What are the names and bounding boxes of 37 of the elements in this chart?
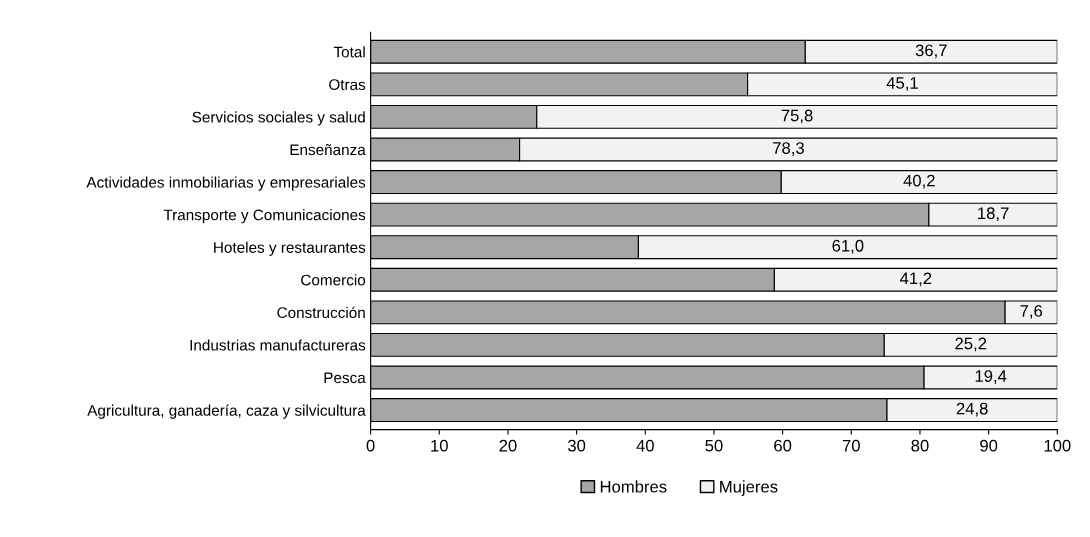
legend-label: Mujeres (720, 480, 778, 496)
data-label: 25,2 (955, 337, 987, 352)
x-tick-label: 50 (705, 439, 723, 452)
data-label: 41,2 (900, 272, 932, 287)
y-tick-label: Industrias manufactureras (190, 339, 366, 351)
y-tick-label: Comercio (301, 274, 366, 286)
y-tick-label: Actividades inmobiliarias y empresariales (86, 176, 366, 191)
data-label: 75,8 (781, 109, 813, 124)
y-tick-label: Agricultura, ganadería, caza y silvicultura (87, 404, 366, 419)
y-tick-label: Total (333, 46, 365, 58)
data-label: 36,7 (915, 44, 947, 59)
y-tick-label: Transporte y Comunicaciones (163, 209, 366, 224)
data-label: 18,7 (978, 207, 1009, 222)
data-label: 19,4 (975, 370, 1007, 384)
data-label: 78,3 (773, 142, 804, 156)
data-label: 24,8 (956, 402, 988, 417)
x-tick-label: 70 (842, 439, 860, 452)
x-tick-label: 60 (774, 439, 792, 452)
y-tick-label: Pesca (324, 372, 366, 384)
y-tick-label: Enseñanza (290, 144, 366, 156)
x-tick-label: 40 (636, 439, 654, 452)
data-label: 7,6 (1020, 305, 1043, 319)
x-tick-label: 90 (980, 439, 998, 452)
legend-label: Hombres (600, 480, 667, 493)
y-tick-label: Otras (329, 79, 366, 91)
data-label: 45,1 (886, 77, 918, 91)
x-tick-label: 30 (567, 439, 586, 452)
y-tick-label: Hoteles y restaurantes (214, 241, 366, 256)
data-label: 61,0 (832, 239, 864, 254)
x-tick-label: 10 (431, 439, 448, 452)
x-tick-label: 80 (911, 439, 929, 452)
y-tick-label: Construcción (277, 306, 365, 319)
x-tick-label: 0 (366, 439, 375, 452)
y-tick-label: Servicios sociales y salud (192, 111, 365, 126)
x-tick-label: 100 (1044, 439, 1071, 452)
data-label: 40,2 (903, 174, 935, 189)
x-tick-label: 20 (499, 439, 517, 452)
